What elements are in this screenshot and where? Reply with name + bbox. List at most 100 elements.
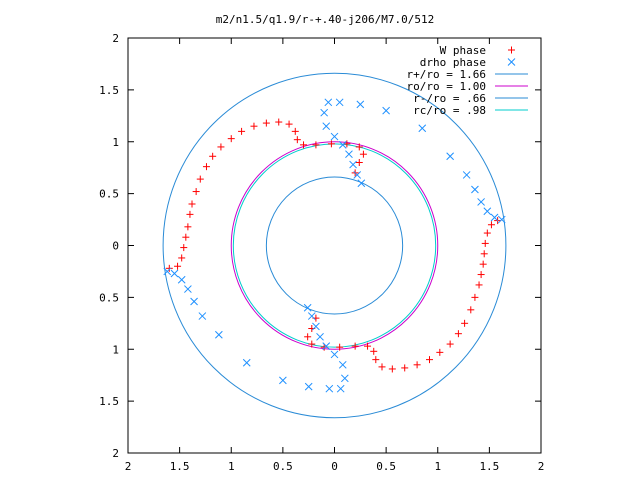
drho-phase-point: [353, 171, 362, 179]
w-phase-point: [454, 330, 462, 338]
y-tick-label: 1.5: [99, 395, 119, 408]
drho-phase-point: [304, 382, 313, 391]
y-tick-label: 0.5: [99, 188, 119, 201]
w-phase-point: [477, 271, 485, 279]
w-phase-point: [312, 141, 320, 149]
w-phase-point: [401, 364, 409, 372]
w-phase-point: [182, 233, 190, 241]
w-phase-point: [304, 333, 312, 341]
drho-phase-point: [324, 98, 333, 107]
w-phase-point: [174, 262, 182, 270]
w-phase-point: [262, 119, 270, 127]
w-phase-point: [192, 188, 200, 196]
drho-phase-point: [190, 297, 198, 306]
w-phase-point: [308, 340, 316, 348]
w-phase-point: [209, 152, 217, 160]
w-phase-point: [370, 347, 378, 355]
drho-phase-point: [307, 312, 316, 320]
w-phase-point: [165, 264, 173, 272]
drho-phase-point: [462, 171, 471, 179]
drho-phase-point: [490, 213, 499, 222]
drho-phase-point: [477, 198, 485, 206]
w-phase-point: [285, 120, 293, 128]
drho-phase-point: [497, 215, 506, 224]
w-phase-point: [479, 260, 487, 268]
drho-phase-point: [330, 350, 339, 359]
legend-label: ro/ro = 1.00: [407, 80, 486, 93]
w-phase-point: [320, 343, 328, 351]
circle-ro: [230, 141, 439, 350]
w-phase-point: [378, 363, 386, 371]
drho-phase-point: [322, 122, 331, 131]
drho-phase-point: [483, 207, 492, 216]
chart-title: m2/n1.5/q1.9/r-+.40-j206/M7.0/512: [216, 13, 435, 26]
w-phase-point: [188, 200, 196, 208]
w-phase-point: [293, 136, 301, 144]
w-phase-point: [425, 356, 433, 364]
y-tick-label: 2: [112, 32, 119, 45]
y-tick-label: 1.5: [99, 84, 119, 97]
drho-phase-point: [418, 124, 427, 133]
w-phase-point: [202, 163, 210, 171]
drho-phase-point: [345, 150, 353, 159]
drho-phase-point: [325, 384, 334, 393]
w-phase-point: [461, 319, 469, 327]
drho-phase-point: [471, 185, 479, 194]
w-phase-point: [467, 306, 475, 314]
x-tick-label: 1.5: [479, 460, 499, 473]
drho-phase-point: [349, 160, 357, 169]
x-tick-label: 1.5: [170, 460, 190, 473]
drho-phase-point: [163, 267, 172, 276]
x-tick-label: 2: [538, 460, 545, 473]
w-phase-point: [291, 127, 299, 135]
legend-marker-swatch: [507, 58, 516, 66]
w-phase-point: [250, 122, 258, 130]
x-tick-label: 1: [434, 460, 441, 473]
y-tick-label: 1: [112, 136, 119, 149]
y-tick-label: 2: [112, 447, 119, 460]
x-axis-ticks: 2 1.5 1 0.5 0 0.5 1 1.5 2: [125, 38, 545, 473]
w-phase-point: [388, 365, 396, 373]
w-phase-point: [446, 340, 454, 348]
w-phase-point: [196, 175, 204, 183]
legend-label: W phase: [440, 44, 486, 57]
drho-phase-point: [338, 141, 347, 149]
drho-phase-point: [335, 98, 344, 107]
x-tick-label: 0.5: [273, 460, 293, 473]
x-tick-label: 0.5: [376, 460, 396, 473]
w-phase-point: [471, 293, 479, 301]
w-phase-point: [300, 141, 308, 149]
legend-label: drho phase: [420, 56, 486, 69]
circle-r_plus: [162, 72, 507, 419]
w-phase-point: [343, 140, 351, 148]
drho-phase-point: [336, 384, 345, 393]
w-phase-point: [364, 342, 372, 350]
drho-phase-point: [357, 179, 366, 188]
x-tick-label: 2: [125, 460, 132, 473]
x-tick-label: 0: [331, 460, 338, 473]
drho-phase-point: [316, 332, 324, 341]
reference-circles: [162, 72, 507, 419]
drho-phase-point: [320, 108, 329, 117]
y-tick-label: 1: [112, 343, 119, 356]
drho-phase-point: [198, 312, 207, 320]
drho-phase-point: [184, 285, 192, 293]
y-tick-label: 0: [112, 240, 119, 253]
circle-r_minus: [265, 176, 404, 315]
drho-phase-point: [330, 132, 339, 141]
y-axis-ticks: 2 1.5 1 0.5 0 0.5 1 1.5 2: [99, 32, 541, 460]
drho-phase-point: [170, 269, 179, 278]
legend-marker-swatch: [508, 46, 515, 54]
w-phase-point: [238, 127, 246, 135]
circle-rc: [232, 143, 437, 348]
w-phase-point: [355, 143, 363, 151]
w-phase-point: [481, 239, 489, 247]
w-phase-point: [359, 150, 367, 158]
drho-phase-point: [340, 374, 349, 383]
w-phase-point: [480, 250, 488, 258]
w-phase-point: [351, 342, 359, 350]
legend-label: r+/ro = 1.66: [407, 68, 486, 81]
data-points: [163, 98, 506, 393]
